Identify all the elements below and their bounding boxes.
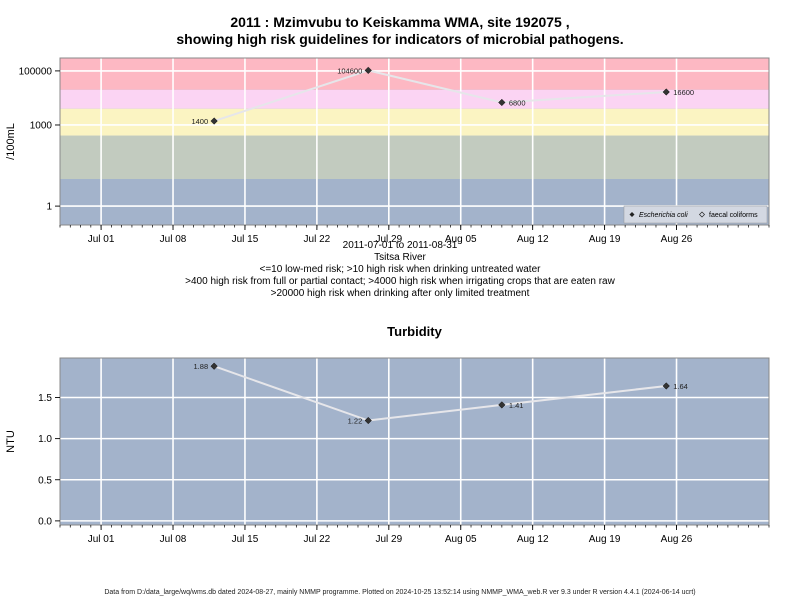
y-tick-label: 1.5 — [38, 393, 52, 404]
guideline-band-1 — [60, 58, 769, 90]
legend-label-ecoli: Escherichia coli — [639, 212, 688, 219]
panel-title: Turbidity — [387, 324, 442, 339]
y-axis-label: NTU — [5, 430, 17, 453]
x-tick-label: Aug 26 — [661, 534, 693, 545]
caption-risk-limited-treatment: >20000 high risk when drinking after onl… — [270, 288, 530, 299]
main-title-line2: showing high risk guidelines for indicat… — [176, 31, 624, 47]
guideline-band-3 — [60, 108, 769, 136]
x-tick-label: Aug 12 — [517, 534, 549, 545]
data-point — [662, 382, 670, 390]
chart-panel-2: Jul 01 Jul 08 Jul 15 Jul 22 Jul 29 Aug 05 Aug … — [5, 324, 770, 545]
data-point — [364, 416, 372, 425]
data-label: 1.64 — [673, 382, 688, 391]
data-point — [498, 98, 506, 107]
data-label: 1.88 — [194, 362, 209, 371]
x-tick-label: Aug 19 — [589, 234, 621, 245]
x-tick-label: Jul 15 — [232, 234, 259, 245]
data-label: 1.41 — [509, 401, 524, 410]
y-tick-label: 0.0 — [38, 516, 52, 527]
y-axis-label: /100mL — [5, 123, 17, 160]
x-tick-label: Aug 19 — [589, 534, 621, 545]
x-tick-label: Aug 05 — [445, 534, 477, 545]
x-tick-label: Jul 29 — [375, 234, 402, 245]
x-tick-label: Jul 01 — [88, 234, 115, 245]
data-point — [210, 117, 218, 125]
legend-marker-faecal — [699, 211, 705, 218]
x-tick-label: Aug 12 — [517, 234, 549, 245]
caption-risk-contact: >400 high risk from full or partial cont… — [185, 276, 615, 287]
guideline-band-4 — [60, 135, 769, 180]
x-tick-label: Jul 29 — [375, 534, 402, 545]
x-tick-label: Aug 05 — [445, 234, 477, 245]
series-line — [213, 365, 667, 422]
data-point — [364, 66, 372, 75]
data-label: 104600 — [337, 66, 362, 75]
panel-border — [59, 57, 770, 226]
legend-box — [623, 205, 768, 224]
panel-background — [60, 358, 769, 525]
x-tick-label: Jul 08 — [160, 534, 187, 545]
legend: Escherichia coli faecal coliforms — [623, 205, 768, 224]
legend-label-faecal: faecal coliforms — [709, 212, 758, 219]
x-tick-label: Aug 26 — [661, 234, 693, 245]
data-point — [210, 362, 218, 370]
y-tick-label: 100000 — [19, 66, 53, 77]
x-tick-label: Jul 22 — [304, 234, 331, 245]
guideline-band-2 — [60, 89, 769, 109]
data-label: 6800 — [509, 98, 526, 107]
caption-river: Tsitsa River — [374, 252, 426, 263]
x-tick-label: Jul 15 — [232, 534, 259, 545]
legend-marker-ecoli — [629, 212, 635, 217]
data-label: 1400 — [191, 117, 208, 126]
data-point — [662, 88, 670, 96]
data-label: 1.22 — [348, 417, 363, 426]
panel-border — [59, 357, 770, 526]
y-tick-label: 0.5 — [38, 475, 52, 486]
y-tick-label: 1.0 — [38, 434, 52, 445]
x-tick-label: Jul 01 — [88, 534, 115, 545]
x-tick-label: Jul 22 — [304, 534, 331, 545]
y-tick-label: 1000 — [30, 120, 53, 131]
caption-risk-drinking: <=10 low-med risk; >10 high risk when dr… — [259, 264, 541, 275]
data-point — [498, 401, 506, 409]
x-tick-label: Jul 08 — [160, 234, 187, 245]
caption-date-range: 2011-07-01 to 2011-08-31 — [342, 240, 458, 251]
chart-panel-1: Jul 01 Jul 08 Jul 15 Jul 22 Jul 29 Aug 05 Aug … — [5, 57, 770, 245]
footer-note: Data from D:/data_large/wq/wms.db dated … — [104, 589, 696, 596]
series-line — [213, 69, 667, 122]
data-label: 16600 — [673, 88, 694, 97]
main-title-line1: 2011 : Mzimvubu to Keiskamma WMA, site 1… — [230, 14, 570, 30]
y-tick-label: 1 — [46, 202, 52, 213]
